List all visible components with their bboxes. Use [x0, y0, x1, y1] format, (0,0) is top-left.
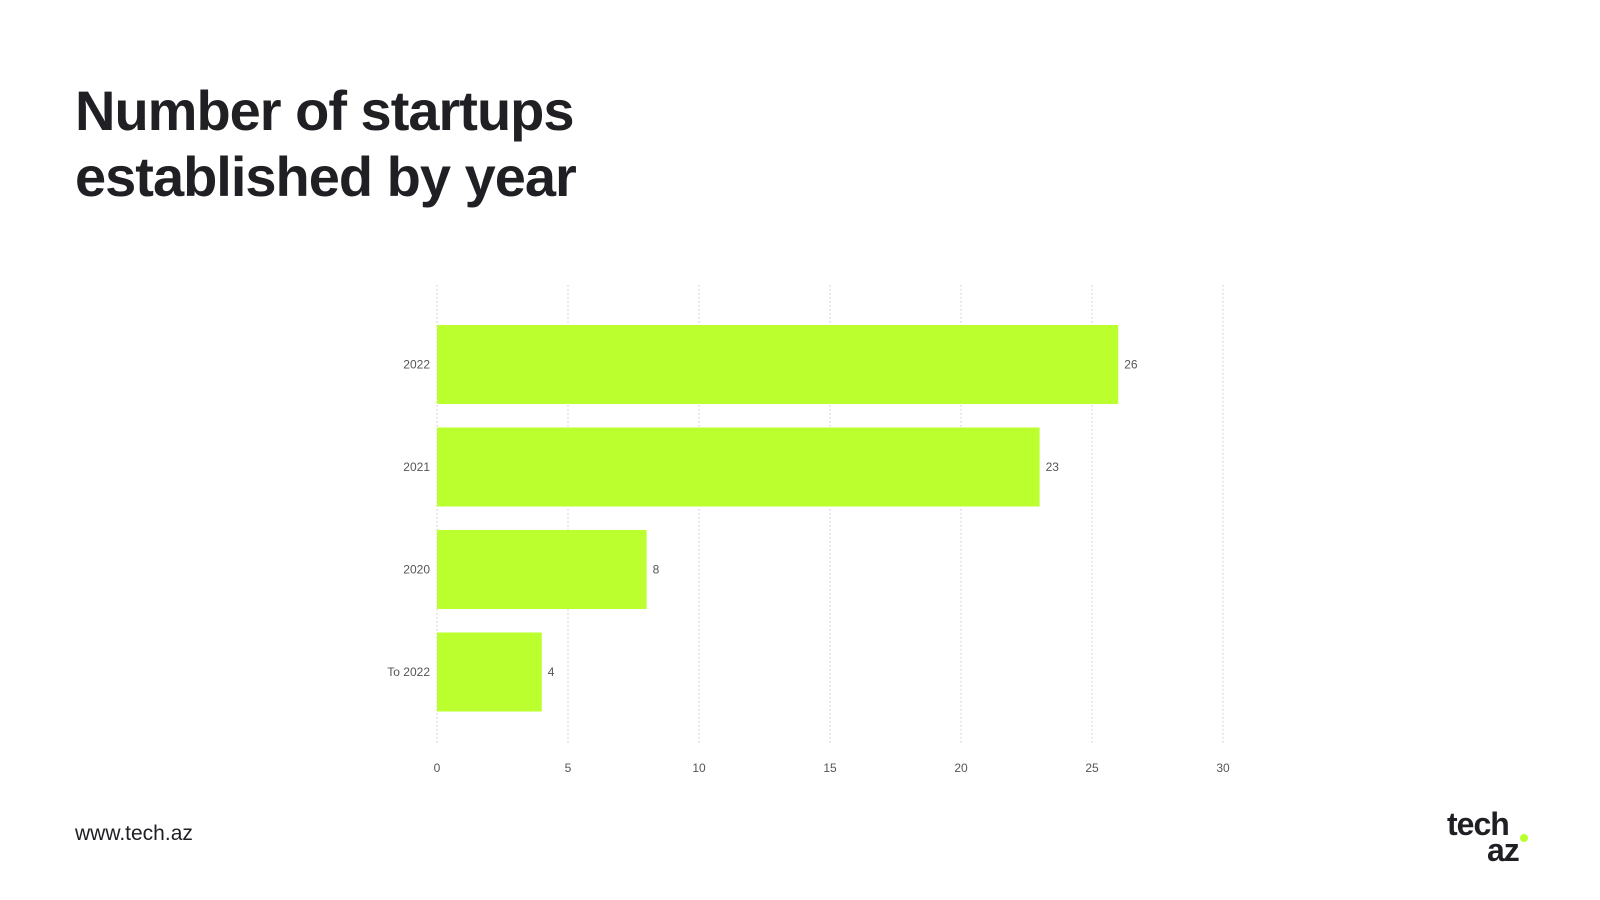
- chart-title: Number of startups established by year: [75, 78, 577, 210]
- chart-title-line-1: Number of startups: [75, 79, 574, 142]
- x-tick-label: 15: [823, 761, 837, 775]
- category-label: 2020: [403, 563, 430, 577]
- data-label: 4: [548, 665, 555, 679]
- logo-text-tech: tech: [1447, 806, 1510, 842]
- category-label: To 2022: [387, 665, 430, 679]
- x-tick-label: 25: [1085, 761, 1099, 775]
- data-label: 23: [1046, 460, 1060, 474]
- x-tick-label: 20: [954, 761, 968, 775]
- bar: [437, 530, 647, 609]
- category-label: 2022: [403, 358, 430, 372]
- x-tick-label: 30: [1216, 761, 1230, 775]
- website-url: www.tech.az: [75, 822, 193, 845]
- bar: [437, 632, 542, 712]
- logo-dot-icon: [1520, 834, 1528, 842]
- x-tick-label: 10: [692, 761, 706, 775]
- data-label: 26: [1124, 358, 1138, 372]
- tech-az-logo: tech az: [1447, 808, 1537, 868]
- logo-text-az: az: [1487, 832, 1520, 868]
- category-label: 2021: [403, 460, 430, 474]
- x-tick-label: 0: [434, 761, 441, 775]
- chart-title-line-2: established by year: [75, 145, 577, 208]
- bar: [437, 325, 1119, 404]
- bar: [437, 427, 1040, 507]
- data-label: 8: [653, 563, 660, 577]
- x-tick-label: 5: [565, 761, 572, 775]
